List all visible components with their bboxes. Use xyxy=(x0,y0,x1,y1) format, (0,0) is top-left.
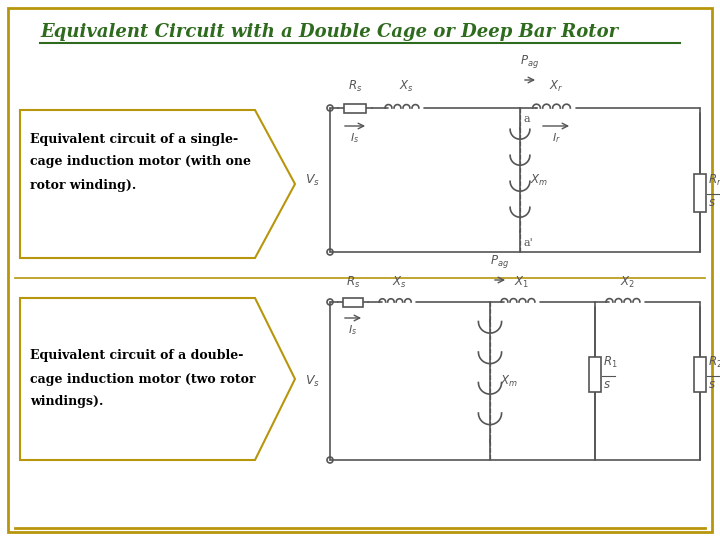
Text: $s$: $s$ xyxy=(708,196,716,209)
Text: $X_1$: $X_1$ xyxy=(515,275,529,290)
Text: $X_s$: $X_s$ xyxy=(399,79,413,94)
Text: $X_s$: $X_s$ xyxy=(392,275,406,290)
Bar xyxy=(694,174,706,212)
Text: $X_m$: $X_m$ xyxy=(500,374,518,389)
Text: $s$: $s$ xyxy=(708,377,716,390)
Text: a: a xyxy=(524,114,531,124)
Text: $P_{ag}$: $P_{ag}$ xyxy=(521,53,539,70)
Text: Equivalent circuit of a double-
cage induction motor (two rotor
windings).: Equivalent circuit of a double- cage ind… xyxy=(30,349,256,408)
Text: $X_r$: $X_r$ xyxy=(549,79,563,94)
Text: $R_s$: $R_s$ xyxy=(346,275,360,290)
Text: $V_s$: $V_s$ xyxy=(305,374,320,389)
Text: $R_r$: $R_r$ xyxy=(708,173,720,188)
Text: a': a' xyxy=(524,238,534,248)
Text: $I_s$: $I_s$ xyxy=(351,131,359,145)
Text: $R_2$: $R_2$ xyxy=(708,354,720,369)
Bar xyxy=(343,298,363,307)
Bar xyxy=(344,104,366,112)
Text: $X_2$: $X_2$ xyxy=(619,275,634,290)
Text: $R_s$: $R_s$ xyxy=(348,79,362,94)
Text: $P_{ag}$: $P_{ag}$ xyxy=(490,253,510,270)
Text: $I_r$: $I_r$ xyxy=(552,131,560,145)
Text: $X_m$: $X_m$ xyxy=(530,172,548,187)
Bar xyxy=(694,357,706,392)
Text: Equivalent Circuit with a Double Cage or Deep Bar Rotor: Equivalent Circuit with a Double Cage or… xyxy=(40,23,618,41)
Text: $s$: $s$ xyxy=(603,377,611,390)
Text: Equivalent circuit of a single-
cage induction motor (with one
rotor winding).: Equivalent circuit of a single- cage ind… xyxy=(30,132,251,192)
Text: $V_s$: $V_s$ xyxy=(305,172,320,187)
Bar xyxy=(589,357,601,392)
Text: $I_s$: $I_s$ xyxy=(348,323,358,337)
Text: $R_1$: $R_1$ xyxy=(603,354,618,369)
